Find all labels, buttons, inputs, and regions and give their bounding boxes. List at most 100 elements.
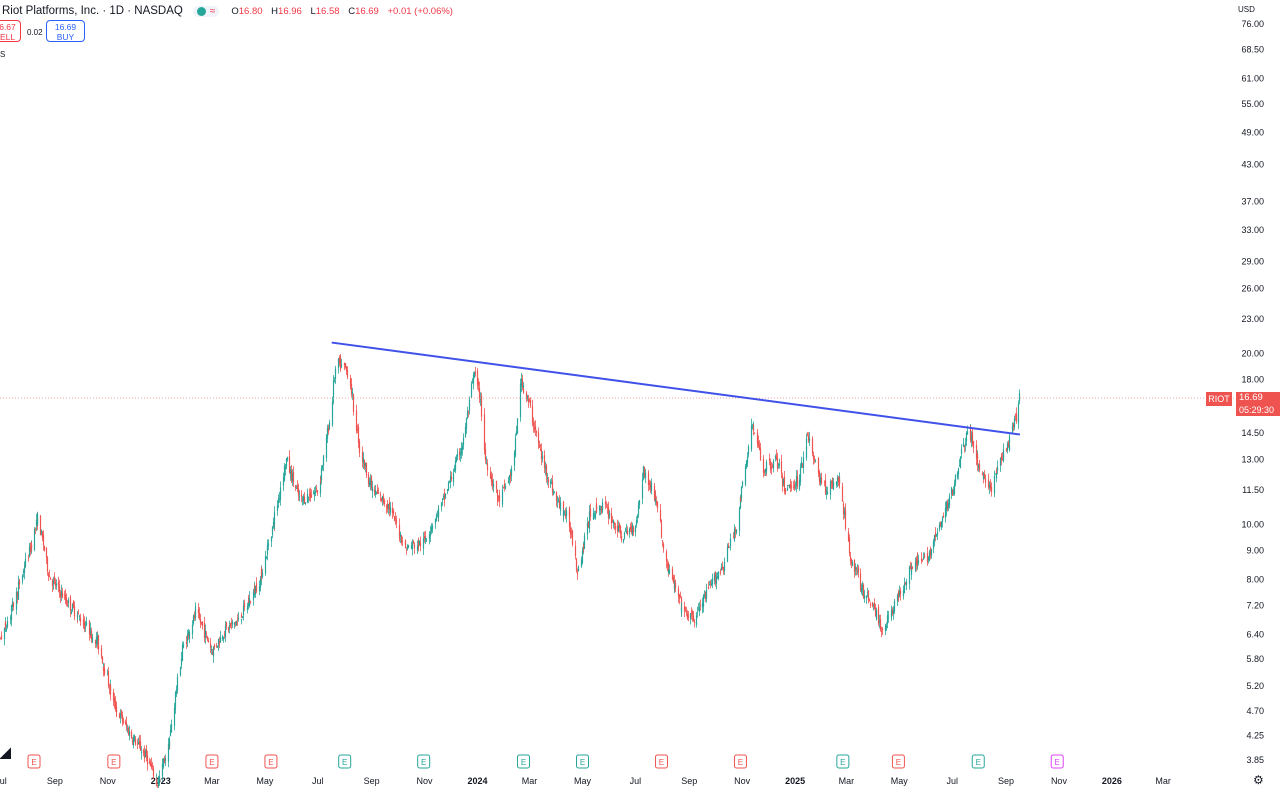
- volume-toggle-label[interactable]: S: [0, 50, 6, 59]
- candle-body: [363, 460, 366, 468]
- x-tick-label: Mar: [204, 776, 220, 786]
- high-value: 16.96: [278, 5, 302, 17]
- candle-body: [636, 515, 639, 518]
- earnings-marker-box: [733, 754, 747, 769]
- candle-body: [661, 540, 664, 542]
- candle-body: [45, 547, 48, 558]
- earnings-marker[interactable]: E: [733, 754, 747, 769]
- candle-body: [310, 494, 313, 497]
- candle-body: [253, 588, 256, 593]
- earnings-marker[interactable]: E: [107, 754, 121, 769]
- earnings-marker[interactable]: E: [971, 754, 985, 769]
- candle-body: [60, 590, 63, 596]
- candle-body: [468, 399, 471, 411]
- earnings-marker[interactable]: E: [516, 754, 530, 769]
- candle-body: [677, 588, 680, 597]
- candle-body: [216, 645, 219, 647]
- earnings-marker[interactable]: E: [417, 754, 431, 769]
- candle-body: [382, 496, 385, 503]
- candle-body: [308, 494, 311, 496]
- y-tick-label: 5.20: [1246, 681, 1264, 691]
- candle-body: [9, 617, 12, 619]
- candle-body: [862, 584, 865, 598]
- candle-body: [601, 502, 604, 509]
- candle-body: [527, 396, 530, 403]
- candle-body: [728, 546, 731, 548]
- candle-body: [1013, 418, 1016, 428]
- currency-selector[interactable]: USD: [1238, 5, 1255, 14]
- candle-body: [271, 526, 274, 535]
- tradingview-logo-icon[interactable]: ◢: [0, 744, 11, 760]
- earnings-marker[interactable]: E: [1050, 754, 1064, 769]
- candle-body: [444, 493, 447, 498]
- x-tick-label: Mar: [1155, 776, 1171, 786]
- earnings-marker[interactable]: E: [576, 754, 589, 769]
- candle-body: [920, 558, 923, 561]
- candle-body: [483, 441, 486, 451]
- candle-body: [608, 512, 611, 518]
- candle-body: [218, 641, 221, 644]
- candle-body: [492, 484, 495, 488]
- candle-body: [643, 466, 646, 477]
- candle-body: [930, 548, 933, 556]
- earnings-marker[interactable]: E: [891, 754, 905, 769]
- candle-body: [993, 476, 996, 494]
- candle-body: [915, 559, 918, 566]
- candle-body: [213, 644, 216, 648]
- candle-body: [695, 615, 698, 625]
- candle-body: [861, 584, 864, 590]
- candle-body: [687, 615, 690, 617]
- candle-body: [143, 750, 146, 758]
- candle-body: [272, 521, 275, 528]
- candle-body: [198, 612, 201, 619]
- buy-button[interactable]: 16.69 BUY: [46, 20, 85, 42]
- candle-body: [526, 396, 529, 399]
- candle-body: [837, 476, 840, 482]
- candle-body: [989, 484, 992, 489]
- earnings-marker-box: [417, 754, 431, 769]
- status-indicators[interactable]: ≈: [192, 5, 220, 17]
- candle-body: [782, 478, 785, 485]
- candle-body: [285, 458, 288, 467]
- candle-body: [819, 478, 822, 484]
- earnings-marker[interactable]: E: [264, 754, 278, 769]
- x-tick-label: Nov: [734, 776, 751, 786]
- candle-body: [691, 611, 694, 616]
- candle-body: [455, 456, 458, 462]
- candle-body: [78, 616, 81, 617]
- sell-button[interactable]: 6.67 ELL: [0, 20, 21, 42]
- candle-body: [812, 454, 815, 459]
- candle-body: [168, 738, 171, 747]
- candle-body: [966, 431, 969, 435]
- candle-body: [902, 590, 905, 597]
- candle-body: [946, 501, 949, 509]
- earnings-marker[interactable]: E: [836, 754, 850, 769]
- earnings-marker[interactable]: E: [27, 754, 41, 769]
- earnings-marker[interactable]: E: [654, 754, 668, 769]
- last-price-value: 16.69: [1239, 392, 1263, 403]
- earnings-marker[interactable]: E: [205, 754, 219, 769]
- candle-body: [480, 395, 483, 417]
- earnings-marker[interactable]: E: [338, 754, 352, 769]
- x-tick-label: May: [256, 776, 274, 786]
- x-tick-label: Nov: [417, 776, 434, 786]
- gear-icon[interactable]: ⚙: [1253, 773, 1264, 787]
- y-tick-label: 68.50: [1241, 45, 1264, 55]
- symbol-title[interactable]: Riot Platforms, Inc. · 1D · NASDAQ: [2, 5, 183, 17]
- candle-body: [1011, 425, 1014, 433]
- earnings-marker-icon: E: [840, 758, 845, 767]
- x-tick-label: Jul: [0, 776, 7, 786]
- candle-body: [132, 737, 135, 746]
- candle-body: [662, 544, 665, 549]
- candle-body: [381, 496, 384, 501]
- candle-body: [592, 513, 595, 520]
- candle-body: [988, 485, 991, 488]
- candle-body: [267, 544, 270, 546]
- candle-body: [962, 443, 965, 447]
- low-label: L: [310, 5, 316, 17]
- candle-body: [234, 622, 237, 624]
- candle-body: [450, 477, 453, 480]
- sell-label: ELL: [0, 32, 16, 42]
- candle-body: [587, 521, 590, 528]
